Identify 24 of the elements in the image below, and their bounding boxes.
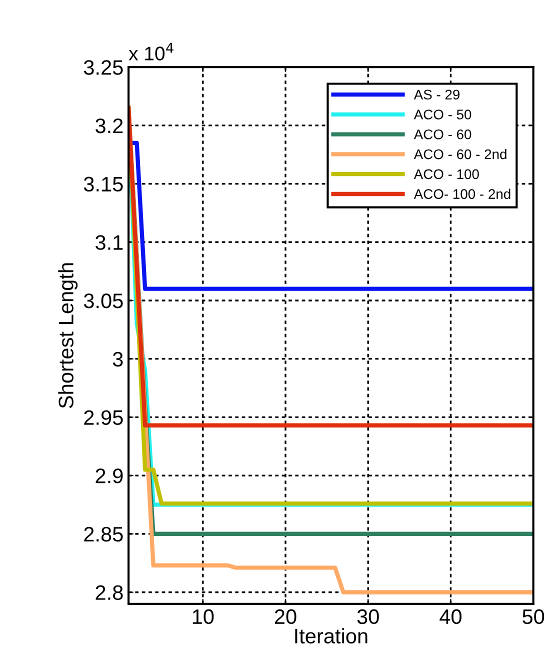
- x-tick-label: 10: [192, 609, 214, 624]
- y-tick-label: 3.2: [96, 118, 123, 134]
- y-tick-label: 3: [112, 352, 123, 367]
- x-tick-label: 30: [357, 609, 379, 624]
- legend-label: ACO- 100 - 2nd: [414, 188, 510, 199]
- legend-label: AS - 29: [414, 90, 460, 100]
- x-tick-label: 40: [440, 609, 462, 624]
- y-tick-label: 3.1: [96, 235, 123, 250]
- legend-label: ACO - 60 - 2nd: [414, 148, 506, 160]
- y-tick-label: 2.8: [96, 585, 123, 600]
- y-tick-label: 2.85: [84, 526, 123, 542]
- legend-label: ACO - 60: [414, 129, 472, 140]
- y-axis-title: Shortest Length: [58, 263, 78, 408]
- y-tick-label: 2.9: [96, 468, 123, 484]
- x-tick-label: 50: [522, 609, 544, 624]
- y-tick-label: 3.25: [84, 60, 123, 75]
- legend-label: ACO - 50: [414, 110, 472, 120]
- y-tick-label: 2.95: [84, 410, 123, 425]
- x-axis-title: Iteration: [295, 628, 368, 644]
- text: x 10$^{4}$: [128, 42, 174, 60]
- y-tick-label: 3.15: [84, 176, 123, 192]
- x-tick-label: 20: [274, 609, 296, 624]
- y-tick-label: 3.05: [84, 293, 123, 308]
- legend-label: ACO - 100: [414, 169, 479, 180]
